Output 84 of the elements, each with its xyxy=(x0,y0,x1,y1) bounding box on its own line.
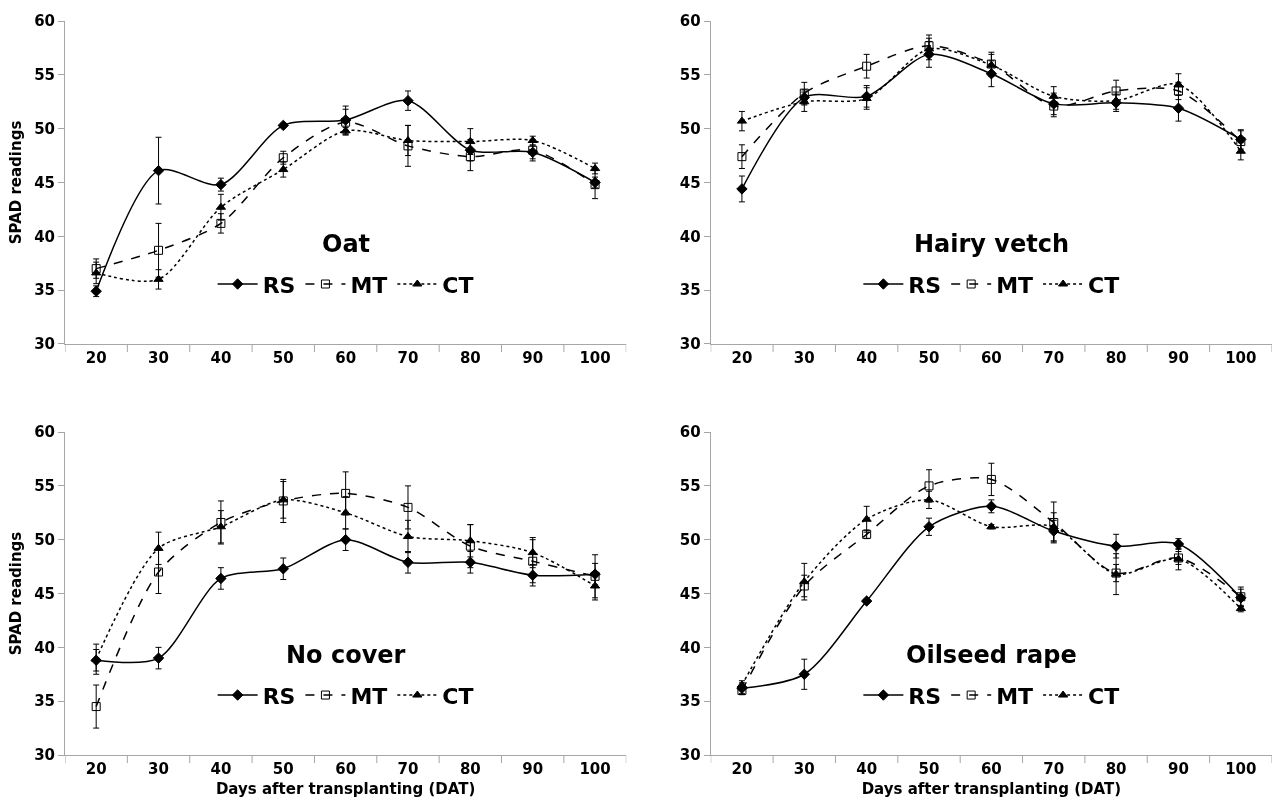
x-tick-label: 70 xyxy=(397,348,419,367)
x-tick-label: 100 xyxy=(579,760,611,778)
x-tick-label: 40 xyxy=(210,760,232,778)
y-tick-label: 50 xyxy=(679,119,701,138)
legend-label: RS xyxy=(908,272,942,298)
y-tick-label: 30 xyxy=(679,335,701,354)
y-tick-label: 35 xyxy=(679,281,701,300)
y-tick-label: 60 xyxy=(34,12,55,31)
x-tick-label: 60 xyxy=(980,760,1002,778)
y-tick-label: 50 xyxy=(34,530,55,549)
x-tick-label: 90 xyxy=(1168,760,1189,778)
legend-label: MT xyxy=(996,683,1034,709)
y-tick-label: 40 xyxy=(34,638,55,657)
x-tick-label: 80 xyxy=(459,760,481,778)
legend-label: RS xyxy=(262,272,296,298)
x-tick-label: 70 xyxy=(1043,760,1065,778)
y-tick-label: 30 xyxy=(34,746,55,765)
y-tick-label: 55 xyxy=(34,477,55,496)
x-tick-label: 60 xyxy=(980,348,1002,367)
legend-label: CT xyxy=(1088,683,1120,709)
y-tick-label: 45 xyxy=(679,173,701,192)
x-tick-label: 20 xyxy=(731,348,753,367)
x-tick-label: 70 xyxy=(1043,348,1065,367)
y-tick-label: 40 xyxy=(679,638,701,657)
x-tick-label: 100 xyxy=(1225,348,1257,367)
legend-label: MT xyxy=(996,272,1034,298)
x-tick-label: 60 xyxy=(335,348,357,367)
text: Oat xyxy=(322,230,371,258)
text: No cover xyxy=(286,641,406,669)
x-tick-label: 60 xyxy=(335,760,357,778)
x-tick-label: 80 xyxy=(459,348,481,367)
y-tick-label: 35 xyxy=(34,281,55,300)
legend-label: CT xyxy=(442,272,474,298)
legend-label: MT xyxy=(350,272,388,298)
x-tick-label: 80 xyxy=(1105,760,1127,778)
y-tick-label: 50 xyxy=(679,530,701,549)
y-tick-label: 30 xyxy=(679,746,701,765)
y-tick-label: 35 xyxy=(34,692,55,711)
x-tick-label: 80 xyxy=(1105,348,1127,367)
y-axis-title: SPAD readings xyxy=(7,120,26,245)
y-tick-label: 55 xyxy=(679,66,701,85)
x-tick-label: 20 xyxy=(85,760,107,778)
y-tick-label: 45 xyxy=(679,584,701,603)
legend-label: MT xyxy=(350,683,388,709)
x-tick-label: 90 xyxy=(1168,348,1189,367)
x-tick-label: 20 xyxy=(731,760,753,778)
y-tick-label: 55 xyxy=(679,477,701,496)
y-tick-label: 40 xyxy=(34,227,55,246)
x-tick-label: 90 xyxy=(522,348,544,367)
x-tick-label: 30 xyxy=(793,348,815,367)
x-tick-label: 100 xyxy=(579,348,611,367)
y-tick-label: 35 xyxy=(679,692,701,711)
x-tick-label: 100 xyxy=(1225,760,1257,778)
y-tick-label: 60 xyxy=(679,12,701,31)
y-tick-label: 60 xyxy=(34,423,55,442)
x-tick-label: 30 xyxy=(148,348,169,367)
x-tick-label: 40 xyxy=(210,348,232,367)
y-tick-label: 55 xyxy=(34,66,55,85)
legend-label: RS xyxy=(262,683,296,709)
legend-label: CT xyxy=(1088,272,1120,298)
x-tick-label: 40 xyxy=(856,348,878,367)
x-tick-label: 40 xyxy=(856,760,878,778)
legend-label: CT xyxy=(442,683,474,709)
y-tick-label: 30 xyxy=(34,335,55,354)
x-tick-label: 30 xyxy=(793,760,815,778)
x-tick-label: 50 xyxy=(918,760,940,778)
x-axis-title: Days after transplanting (DAT) xyxy=(215,780,476,798)
y-tick-label: 45 xyxy=(34,584,55,603)
y-tick-label: 60 xyxy=(679,423,701,442)
text: Oilseed rape xyxy=(906,641,1077,669)
y-tick-label: 40 xyxy=(679,227,701,246)
x-axis-title: Days after transplanting (DAT) xyxy=(861,780,1122,798)
x-tick-label: 50 xyxy=(272,760,294,778)
x-tick-label: 20 xyxy=(85,348,107,367)
text: Hairy vetch xyxy=(914,230,1070,258)
x-tick-label: 50 xyxy=(272,348,294,367)
x-tick-label: 70 xyxy=(397,760,419,778)
y-tick-label: 50 xyxy=(34,119,55,138)
y-axis-title: SPAD readings xyxy=(7,531,26,656)
x-tick-label: 90 xyxy=(522,760,544,778)
x-tick-label: 50 xyxy=(918,348,940,367)
legend-label: RS xyxy=(908,683,942,709)
y-tick-label: 45 xyxy=(34,173,55,192)
x-tick-label: 30 xyxy=(148,760,169,778)
